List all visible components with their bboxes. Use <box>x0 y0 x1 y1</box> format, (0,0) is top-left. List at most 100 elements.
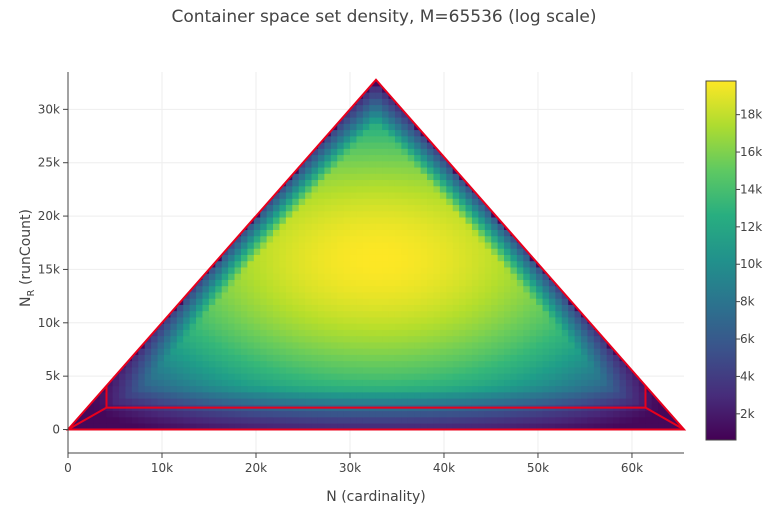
heatmap-cell <box>587 410 595 418</box>
heatmap-cell <box>516 316 524 324</box>
heatmap-cell <box>330 323 338 330</box>
heatmap-cell <box>478 285 486 293</box>
heatmap-cell <box>394 129 402 137</box>
heatmap-cell <box>459 285 467 293</box>
heatmap-cell <box>561 373 569 380</box>
heatmap-cell <box>311 329 319 337</box>
heatmap-cell <box>420 316 428 324</box>
heatmap-cell <box>401 154 409 162</box>
heatmap-cell <box>433 248 441 255</box>
heatmap-cell <box>484 216 492 224</box>
heatmap-cell <box>356 166 364 174</box>
heatmap-cell <box>292 416 300 424</box>
heatmap-cell <box>555 416 563 424</box>
heatmap-cell <box>394 135 402 143</box>
heatmap-cell <box>317 354 325 362</box>
heatmap-cell <box>593 348 601 355</box>
heatmap-cell <box>234 379 242 387</box>
heatmap-cell <box>330 198 338 206</box>
heatmap-cell <box>196 422 204 430</box>
heatmap-cell <box>99 410 107 418</box>
heatmap-cell <box>420 385 428 393</box>
heatmap-cell <box>510 279 518 287</box>
heatmap-cell <box>157 366 165 374</box>
heatmap-cell <box>189 379 197 387</box>
heatmap-cell <box>478 279 486 287</box>
heatmap-cell <box>427 354 435 362</box>
heatmap-cell <box>433 285 441 293</box>
heatmap-cell <box>523 298 531 305</box>
heatmap-cell <box>234 373 242 380</box>
heatmap-cell <box>536 397 544 405</box>
heatmap-cell <box>356 410 364 418</box>
heatmap-cell <box>382 223 390 230</box>
heatmap-cell <box>221 385 229 393</box>
heatmap-cell <box>330 341 338 349</box>
heatmap-cell <box>401 360 409 368</box>
heatmap-cell <box>497 391 505 399</box>
heatmap-cell <box>279 316 287 324</box>
heatmap-cell <box>356 391 364 399</box>
heatmap-cell <box>658 416 666 424</box>
heatmap-cell <box>420 379 428 387</box>
heatmap-cell <box>510 241 518 249</box>
heatmap-cell <box>446 323 454 330</box>
heatmap-cell <box>350 129 358 137</box>
heatmap-cell <box>215 316 223 324</box>
heatmap-cell <box>369 148 377 156</box>
heatmap-cell <box>433 348 441 355</box>
heatmap-cell <box>350 104 358 112</box>
heatmap-cell <box>375 316 383 324</box>
heatmap-cell <box>645 391 653 399</box>
heatmap-cell <box>176 323 184 330</box>
heatmap-cell <box>574 348 582 355</box>
heatmap-cell <box>324 204 332 212</box>
heatmap-cell <box>568 385 576 393</box>
heatmap-cell <box>215 410 223 418</box>
y-tick-label: 25k <box>38 156 60 170</box>
heatmap-cell <box>452 291 460 299</box>
heatmap-cell <box>471 410 479 418</box>
heatmap-cell <box>330 248 338 255</box>
heatmap-cell <box>362 397 370 405</box>
heatmap-cell <box>298 185 306 193</box>
heatmap-cell <box>266 310 274 318</box>
heatmap-cell <box>510 341 518 349</box>
heatmap-cell <box>581 329 589 337</box>
heatmap-cell <box>375 223 383 230</box>
heatmap-cell <box>324 160 332 168</box>
heatmap-cell <box>407 198 415 206</box>
heatmap-cell <box>305 385 313 393</box>
heatmap-cell <box>484 373 492 380</box>
heatmap-cell <box>382 373 390 380</box>
heatmap-cell <box>401 279 409 287</box>
heatmap-cell <box>407 229 415 237</box>
heatmap-cell <box>465 260 473 268</box>
heatmap-cell <box>176 348 184 355</box>
heatmap-cell <box>228 410 236 418</box>
heatmap-cell <box>369 204 377 212</box>
heatmap-cell <box>407 204 415 212</box>
heatmap-cell <box>330 360 338 368</box>
heatmap-cell <box>208 397 216 405</box>
heatmap-cell <box>427 379 435 387</box>
heatmap-cell <box>86 404 94 412</box>
heatmap-cell <box>350 391 358 399</box>
heatmap-cell <box>163 354 171 362</box>
heatmap-cell <box>279 385 287 393</box>
heatmap-cell <box>285 329 293 337</box>
heatmap-cell <box>337 422 345 430</box>
heatmap-cell <box>362 385 370 393</box>
heatmap-cell <box>350 123 358 131</box>
heatmap-cell <box>459 304 467 312</box>
heatmap-cell <box>471 285 479 293</box>
heatmap-cell <box>157 416 165 424</box>
heatmap-cell <box>632 397 640 405</box>
heatmap-cell <box>446 204 454 212</box>
heatmap-cell <box>529 316 537 324</box>
heatmap-cell <box>247 248 255 255</box>
heatmap-cell <box>407 298 415 305</box>
heatmap-cell <box>292 160 300 168</box>
heatmap-cell <box>311 373 319 380</box>
heatmap-cell <box>388 148 396 156</box>
